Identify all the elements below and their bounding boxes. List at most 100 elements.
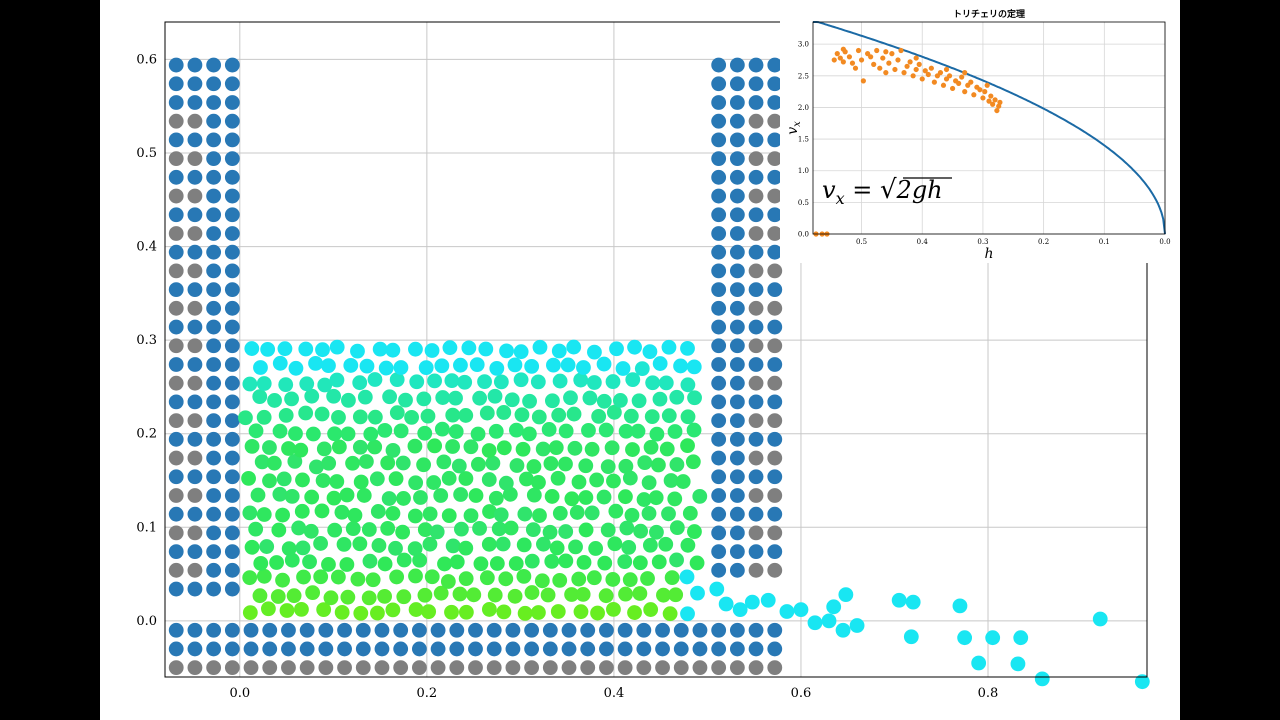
water-particle xyxy=(596,489,612,505)
left-wall-particle xyxy=(224,169,240,185)
water-particle xyxy=(284,391,299,407)
water-particle xyxy=(417,425,433,441)
right-wall-particle xyxy=(729,357,745,372)
water-particle xyxy=(434,358,450,374)
water-particle xyxy=(573,372,589,388)
right-wall-particle xyxy=(711,169,727,185)
data-point xyxy=(855,47,862,54)
floor-particle xyxy=(524,641,540,657)
right-wall-particle xyxy=(767,188,783,204)
right-wall-particle xyxy=(711,413,727,429)
water-particle xyxy=(680,409,696,425)
water-particle xyxy=(266,455,282,471)
water-particle xyxy=(548,440,564,456)
water-particle xyxy=(571,474,587,490)
data-point xyxy=(858,57,865,63)
y-tick-label: 0.3 xyxy=(136,333,157,348)
data-point xyxy=(922,68,928,74)
water-particle xyxy=(426,475,442,490)
water-particle xyxy=(326,388,342,404)
water-particle xyxy=(516,569,532,584)
left-wall-particle xyxy=(168,338,184,354)
data-point xyxy=(849,60,856,66)
water-particle xyxy=(323,590,339,606)
floor-particle xyxy=(692,622,708,638)
water-particle xyxy=(586,570,602,586)
data-point xyxy=(904,63,910,69)
water-particle xyxy=(636,492,652,507)
water-particle xyxy=(361,522,377,537)
right-wall-particle xyxy=(729,544,745,560)
water-particle xyxy=(521,426,537,442)
water-particle xyxy=(272,423,288,439)
water-particle xyxy=(493,507,509,523)
left-wall-particle xyxy=(187,431,203,447)
water-particle xyxy=(424,569,440,585)
right-wall-particle xyxy=(767,169,783,185)
water-particle xyxy=(294,503,310,519)
water-particle xyxy=(606,404,622,420)
inset-x-axis-label: h xyxy=(984,246,993,262)
right-wall-particle xyxy=(767,207,783,223)
water-particle xyxy=(352,375,368,391)
water-particle xyxy=(630,423,646,439)
water-particle xyxy=(680,340,695,356)
jet-particle xyxy=(985,630,1001,646)
water-particle xyxy=(254,454,270,470)
inset-x-tick-label: 0.4 xyxy=(917,238,929,246)
left-wall-particle xyxy=(168,581,184,597)
data-point xyxy=(877,65,883,71)
water-particle xyxy=(302,554,317,570)
water-particle xyxy=(435,390,451,405)
left-wall-particle xyxy=(168,544,184,560)
water-particle xyxy=(566,339,582,355)
water-particle xyxy=(632,586,648,601)
water-particle xyxy=(662,606,678,622)
water-particle xyxy=(600,522,616,538)
water-particle xyxy=(637,455,653,471)
water-particle xyxy=(531,409,547,425)
water-particle xyxy=(575,586,591,602)
inset-y-tick-label: 0.0 xyxy=(798,231,809,239)
jet-particle xyxy=(807,615,823,631)
data-point xyxy=(916,61,922,67)
inset-tick-labels: 0.5 0.4 0.3 0.2 0.1 0.0 0.0 0.5 1.0 1.5 2.0 2.5 3.0 xyxy=(798,41,1171,246)
right-wall-particle xyxy=(767,525,783,541)
water-particle xyxy=(544,553,560,569)
water-particle xyxy=(269,555,284,570)
water-particle xyxy=(563,390,578,406)
left-wall-particle xyxy=(187,300,203,316)
jet-particle xyxy=(849,618,865,633)
water-particle xyxy=(262,473,277,489)
measured-points xyxy=(813,46,1003,237)
right-wall-particle xyxy=(729,244,745,260)
jet-particle xyxy=(952,598,968,614)
water-particle xyxy=(604,440,620,456)
water-particle xyxy=(363,426,379,442)
water-particle xyxy=(578,522,594,538)
floor-particle xyxy=(281,641,296,657)
floor-particle xyxy=(505,641,521,657)
water-particle xyxy=(313,536,328,551)
data-point xyxy=(984,82,990,88)
right-wall-particle xyxy=(767,57,783,73)
left-wall-particle xyxy=(168,488,184,503)
floor-particle xyxy=(599,641,614,657)
data-point xyxy=(928,65,934,71)
y-tick-label: 0.6 xyxy=(136,52,157,67)
water-particle xyxy=(668,587,684,603)
water-particle xyxy=(267,393,282,408)
water-particle xyxy=(669,552,684,568)
right-wall-particle xyxy=(729,95,745,110)
right-wall-particle xyxy=(711,357,727,372)
water-particle xyxy=(305,585,321,601)
left-wall-particle xyxy=(168,357,184,372)
water-particle xyxy=(519,471,534,487)
left-wall-particle xyxy=(187,469,203,485)
y-tick-label: 0.4 xyxy=(136,240,157,255)
floor-particle xyxy=(187,660,203,676)
water-particle xyxy=(382,389,398,405)
water-particle xyxy=(571,571,587,587)
left-wall-particle xyxy=(187,581,203,597)
left-wall-particle xyxy=(187,151,203,167)
